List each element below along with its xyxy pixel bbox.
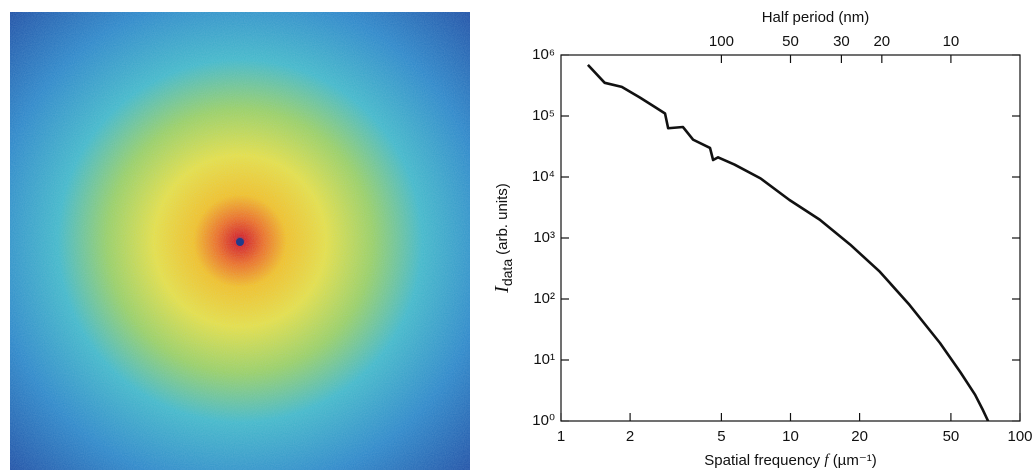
x-tick-label: 50 (943, 428, 960, 445)
x-tick-label: 2 (626, 428, 634, 445)
y-tick-label: 10² (533, 290, 555, 307)
y-tick-label: 10³ (533, 229, 555, 246)
x-tick-label: 1 (557, 428, 565, 445)
x-label-symbol: f (824, 452, 830, 468)
y-tick-label: 10⁰ (532, 412, 555, 429)
x-axis-label: Spatial frequency f (µm⁻¹) (704, 452, 876, 469)
x-label-text: Spatial frequency (704, 452, 820, 469)
y-tick-label: 10⁴ (532, 168, 555, 185)
x2-axis-label: Half period (nm) (762, 9, 870, 26)
y-label-units: (arb. units) (494, 183, 511, 255)
x2-tick-label: 50 (782, 33, 799, 50)
x2-tick-label: 20 (873, 33, 890, 50)
y-tick-label: 10¹ (533, 351, 555, 368)
data-line (586, 63, 990, 422)
x-label-units: (µm⁻¹) (833, 452, 877, 469)
x2-tick-label: 100 (709, 33, 734, 50)
x2-tick-label: 30 (833, 33, 850, 50)
x-tick-label: 10 (782, 428, 799, 445)
plot-frame (560, 54, 1021, 422)
x-tick-label: 100 (1007, 428, 1032, 445)
diffraction-image (10, 12, 470, 470)
x-tick-label: 20 (851, 428, 868, 445)
y-tick-label: 10⁵ (532, 107, 555, 124)
x-tick-label: 5 (717, 428, 725, 445)
line-chart: 1 2 5 10 20 50 100 100 50 30 20 10 10⁰ 10¹ 10² 10³ 10⁴ 10… (491, 9, 1033, 469)
y-label-symbol: I (491, 285, 513, 294)
y-axis-label: Idata (arb. units) (491, 183, 515, 294)
x2-tick-label: 10 (943, 33, 960, 50)
y-label-subscript: data (499, 259, 515, 286)
y-tick-label: 10⁶ (532, 46, 555, 63)
